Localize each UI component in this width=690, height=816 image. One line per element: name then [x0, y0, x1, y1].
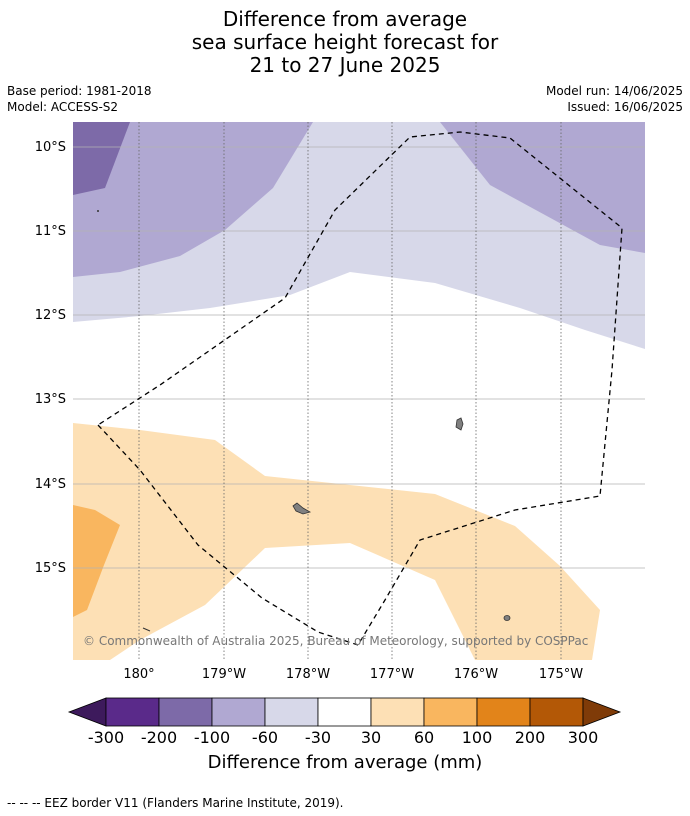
colorbar-tick-label: -200 [141, 728, 177, 747]
colorbar-segment [211, 697, 266, 727]
lat-label: 12°S [35, 308, 66, 323]
colorbar-segment [529, 697, 584, 727]
lon-label: 179°W [202, 667, 246, 682]
colorbar-segment [264, 697, 319, 727]
longitude-gridlines [138, 122, 562, 660]
island-2 [292, 502, 312, 515]
region-minus-60-to-100-west [73, 122, 313, 277]
base-period: Base period: 1981-2018 [7, 84, 152, 98]
colorbar-extend-low [67, 697, 107, 727]
colorbar-tick-label: 100 [462, 728, 493, 747]
colorbar-segment [370, 697, 425, 727]
colorbar-tick-label: 60 [414, 728, 434, 747]
lon-label: 178°W [286, 667, 330, 682]
colorbar-segment [105, 697, 160, 727]
lon-label: 177°W [370, 667, 414, 682]
colorbar-tick-label: -30 [305, 728, 331, 747]
map-panel: © Commonwealth of Australia 2025, Bureau… [73, 122, 645, 660]
colorbar-tick-label: 200 [515, 728, 546, 747]
eez-legend-note: -- -- -- EEZ border V11 (Flanders Marine… [7, 796, 344, 810]
colorbar-tick-label: -100 [194, 728, 230, 747]
latitude-labels: 10°S 11°S 12°S 13°S 14°S 15°S [35, 140, 66, 576]
lon-label: 180° [123, 667, 154, 682]
longitude-labels: 180° 179°W 178°W 177°W 176°W 175°W [123, 667, 583, 682]
lon-label: 175°W [539, 667, 583, 682]
island-1 [455, 417, 464, 431]
latitude-gridlines [73, 146, 645, 569]
colorbar-segment [158, 697, 213, 727]
region-minus-60-to-100-east [440, 122, 645, 253]
colorbar-tick-label: 300 [568, 728, 599, 747]
colorbar: -300 -200 -100 -60 -30 30 60 100 200 300 [67, 697, 622, 747]
colorbar-segment [317, 697, 372, 727]
colorbar-segment [423, 697, 478, 727]
title-line-2: sea surface height forecast for [191, 30, 499, 54]
lat-label: 14°S [35, 477, 66, 492]
island-3 [503, 615, 511, 621]
colorbar-tick-label: -300 [88, 728, 124, 747]
lat-label: 15°S [35, 561, 66, 576]
lat-label: 11°S [35, 224, 66, 239]
map-title: Difference from average sea surface heig… [0, 8, 690, 77]
region-plus-60-to-100 [73, 505, 120, 617]
meta-left: Base period: 1981-2018 Model: ACCESS-S2 [7, 83, 152, 115]
lon-label: 176°W [454, 667, 498, 682]
region-minus-100-to-200 [73, 122, 130, 195]
meta-right: Model run: 14/06/2025 Issued: 16/06/2025 [546, 83, 683, 115]
title-line-1: Difference from average [222, 7, 468, 31]
colorbar-segment [476, 697, 531, 727]
lat-label: 13°S [35, 392, 66, 407]
model-name: Model: ACCESS-S2 [7, 100, 119, 114]
island-5 [97, 210, 99, 212]
colorbar-label: Difference from average (mm) [207, 752, 483, 773]
region-plus-30-to-60 [73, 423, 600, 660]
island-4 [142, 627, 151, 632]
model-run: Model run: 14/06/2025 [545, 84, 683, 98]
eez-border [96, 131, 623, 646]
colorbar-extend-high [582, 697, 622, 727]
copyright-text: © Commonwealth of Australia 2025, Bureau… [83, 634, 588, 648]
colorbar-tick-label: -60 [252, 728, 278, 747]
lat-label: 10°S [35, 140, 66, 155]
title-line-3: 21 to 27 June 2025 [249, 53, 441, 77]
region-white-notch [110, 543, 475, 660]
issued-date: Issued: 16/06/2025 [567, 100, 683, 114]
colorbar-tick-label: 30 [361, 728, 381, 747]
